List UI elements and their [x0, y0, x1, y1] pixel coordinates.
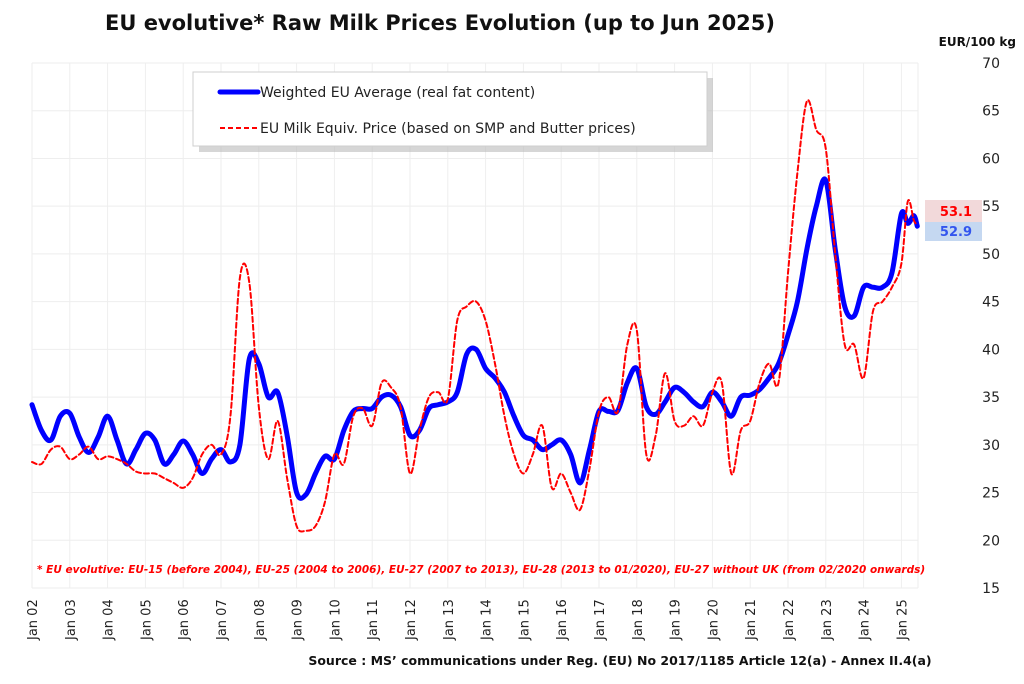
x-axis-ticks: Jan 02 Jan 03 Jan 04 Jan 05 Jan 06 Jan 07 Jan …: [26, 599, 910, 641]
y-tick-label: 15: [982, 581, 1000, 597]
x-tick-label: Jan 16: [555, 599, 570, 641]
y-tick-label: 20: [982, 533, 1000, 549]
x-tick-label: Jan 04: [102, 599, 117, 641]
source-note: Source : MS’ communications under Reg. (…: [308, 653, 931, 668]
last-value-red: 53.1: [940, 205, 972, 220]
x-tick-label: Jan 22: [782, 599, 797, 641]
x-tick-label: Jan 23: [820, 599, 835, 641]
x-tick-label: Jan 19: [669, 599, 684, 641]
series-line-weighted-eu-average: [29, 176, 920, 501]
last-value-badge-blue: [925, 222, 982, 241]
legend-label-milk-equiv-price: EU Milk Equiv. Price (based on SMP and B…: [260, 121, 636, 137]
legend: Weighted EU Average (real fat content) E…: [192, 71, 713, 152]
series-lines: [29, 99, 920, 533]
x-tick-label: Jan 05: [139, 599, 154, 641]
legend-box: [192, 71, 708, 147]
x-tick-label: Jan 14: [480, 599, 495, 641]
x-tick-label: Jan 08: [253, 599, 268, 641]
y-tick-label: 40: [982, 342, 1000, 358]
x-tick-label: Jan 21: [744, 599, 759, 641]
y-axis-unit-label: EUR/100 kg: [939, 35, 1016, 49]
y-tick-label: 45: [982, 295, 1000, 311]
x-tick-label: Jan 07: [215, 599, 230, 641]
y-tick-label: 55: [982, 199, 1000, 215]
y-tick-label: 60: [982, 151, 1000, 167]
x-tick-label: Jan 06: [177, 599, 192, 641]
x-tick-label: Jan 13: [442, 599, 457, 641]
x-tick-label: Jan 20: [706, 599, 721, 641]
x-tick-label: Jan 18: [631, 599, 646, 641]
x-tick-label: Jan 09: [291, 599, 306, 641]
x-tick-label: Jan 03: [64, 599, 79, 641]
last-value-badges: 53.1 52.9: [925, 200, 982, 241]
x-tick-label: Jan 17: [593, 599, 608, 641]
x-tick-label: Jan 15: [517, 599, 532, 641]
y-tick-label: 70: [982, 56, 1000, 72]
eu-evolutive-footnote: * EU evolutive: EU-15 (before 2004), EU-…: [37, 564, 925, 576]
y-tick-label: 30: [982, 438, 1000, 454]
x-tick-label: Jan 10: [328, 599, 343, 641]
last-value-blue: 52.9: [940, 225, 972, 240]
last-value-badge-red: [925, 200, 982, 222]
y-tick-label: 25: [982, 486, 1000, 502]
legend-label-weighted-eu-average: Weighted EU Average (real fat content): [260, 85, 535, 101]
x-tick-label: Jan 25: [895, 599, 910, 641]
y-axis-ticks: 15 20 25 30 35 40 45 50 55 60 65 70: [982, 56, 1000, 597]
y-tick-label: 65: [982, 104, 1000, 120]
series-line-milk-equiv-price: [31, 99, 919, 533]
x-tick-label: Jan 24: [858, 599, 873, 641]
x-tick-label: Jan 12: [404, 599, 419, 641]
y-tick-label: 50: [982, 247, 1000, 263]
chart-title: EU evolutive* Raw Milk Prices Evolution …: [105, 11, 775, 35]
y-tick-label: 35: [982, 390, 1000, 406]
x-tick-label: Jan 11: [366, 599, 381, 641]
x-tick-label: Jan 02: [26, 599, 41, 641]
